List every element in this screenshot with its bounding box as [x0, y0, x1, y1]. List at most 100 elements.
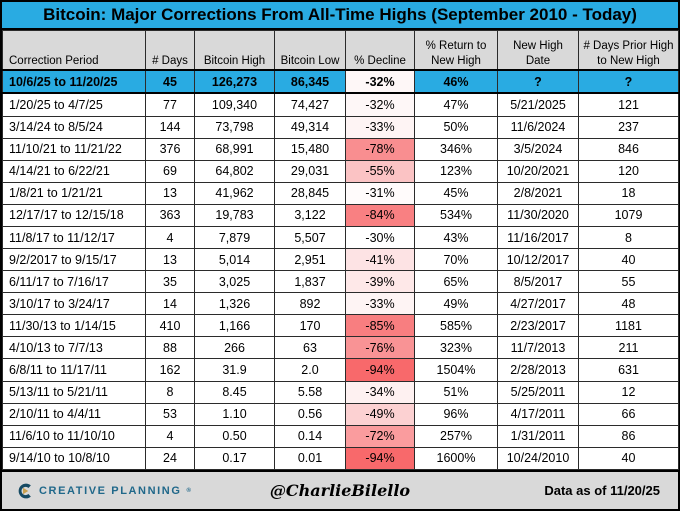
cell-bitcoin-high: 1,166	[194, 314, 275, 338]
cell-new-high-date: 8/5/2017	[497, 270, 579, 294]
table-header: Correction Period # Days Bitcoin High Bi…	[2, 30, 679, 71]
cell-new-high-date: 10/12/2017	[497, 248, 579, 272]
cell-pct-decline: -78%	[345, 137, 415, 161]
cell-bitcoin-high: 64,802	[194, 159, 275, 183]
cell-pct-return: 346%	[414, 137, 498, 161]
cell-correction-period: 11/6/10 to 11/10/10	[2, 424, 146, 448]
cell-new-high-date: ?	[497, 68, 579, 95]
cell-pct-return: 65%	[414, 270, 498, 294]
col-header-correction-period: Correction Period	[2, 30, 146, 71]
cell-num-days: 144	[145, 115, 195, 139]
table-row: 9/2/2017 to 9/15/17 13 5,014 2,951 -41% 70% 10…	[2, 248, 679, 272]
cell-new-high-date: 4/27/2017	[497, 292, 579, 316]
cell-pct-return: 323%	[414, 336, 498, 360]
cell-bitcoin-low: 170	[274, 314, 346, 338]
cell-correction-period: 1/20/25 to 4/7/25	[2, 92, 146, 117]
cell-pct-return: 70%	[414, 248, 498, 272]
cell-correction-period: 4/10/13 to 7/7/13	[2, 336, 146, 360]
cell-correction-period: 11/8/17 to 11/12/17	[2, 225, 146, 250]
cell-num-days: 13	[145, 181, 195, 205]
cell-pct-decline: -32%	[345, 68, 415, 95]
table-row: 1/8/21 to 1/21/21 13 41,962 28,845 -31% 45% 2/…	[2, 181, 679, 205]
table-row: 9/14/10 to 10/8/10 24 0.17 0.01 -94% 1600% 10/…	[2, 446, 679, 471]
cell-num-days: 69	[145, 159, 195, 183]
cell-pct-decline: -94%	[345, 446, 415, 471]
table-row: 10/6/25 to 11/20/25 45 126,273 86,345 -32% 46…	[2, 68, 679, 95]
cell-correction-period: 3/14/24 to 8/5/24	[2, 115, 146, 139]
cell-bitcoin-low: 29,031	[274, 159, 346, 183]
cell-correction-period: 11/30/13 to 1/14/15	[2, 314, 146, 338]
cell-pct-return: 257%	[414, 424, 498, 448]
cell-bitcoin-low: 2,951	[274, 248, 346, 272]
cell-correction-period: 1/8/21 to 1/21/21	[2, 181, 146, 205]
cell-num-days: 77	[145, 92, 195, 117]
cell-bitcoin-low: 63	[274, 336, 346, 360]
cell-num-days: 4	[145, 225, 195, 250]
cell-days-prior: 86	[578, 424, 679, 448]
cell-correction-period: 2/10/11 to 4/4/11	[2, 402, 146, 426]
cell-days-prior: 48	[578, 292, 679, 316]
cell-pct-return: 1504%	[414, 358, 498, 382]
cell-pct-return: 49%	[414, 292, 498, 316]
cell-pct-decline: -33%	[345, 115, 415, 139]
cell-days-prior: 8	[578, 225, 679, 250]
table-row: 3/10/17 to 3/24/17 14 1,326 892 -33% 49% 4/27/…	[2, 292, 679, 316]
table-row: 1/20/25 to 4/7/25 77 109,340 74,427 -32% 47% 5…	[2, 92, 679, 117]
cell-pct-decline: -34%	[345, 380, 415, 404]
cell-correction-period: 5/13/11 to 5/21/11	[2, 380, 146, 404]
cell-correction-period: 6/8/11 to 11/17/11	[2, 358, 146, 382]
cell-pct-return: 51%	[414, 380, 498, 404]
cell-num-days: 4	[145, 424, 195, 448]
cell-bitcoin-low: 0.01	[274, 446, 346, 471]
cell-bitcoin-high: 7,879	[194, 225, 275, 250]
cell-bitcoin-low: 15,480	[274, 137, 346, 161]
brand-trademark: ®	[186, 487, 191, 494]
table-row: 5/13/11 to 5/21/11 8 8.45 5.58 -34% 51% 5/25/2…	[2, 380, 679, 404]
cell-correction-period: 11/10/21 to 11/21/22	[2, 137, 146, 161]
cell-new-high-date: 5/25/2011	[497, 380, 579, 404]
table-row: 11/10/21 to 11/21/22 376 68,991 15,480 -78% 3…	[2, 137, 679, 161]
cell-bitcoin-high: 109,340	[194, 92, 275, 117]
col-header-pct-decline: % Decline	[345, 30, 415, 71]
cell-pct-return: 50%	[414, 115, 498, 139]
cell-bitcoin-high: 1,326	[194, 292, 275, 316]
cell-bitcoin-high: 126,273	[194, 68, 275, 95]
cell-bitcoin-low: 74,427	[274, 92, 346, 117]
cell-bitcoin-low: 49,314	[274, 115, 346, 139]
cell-pct-decline: -39%	[345, 270, 415, 294]
table-row: 4/14/21 to 6/22/21 69 64,802 29,031 -55% 123%…	[2, 159, 679, 183]
cell-new-high-date: 11/16/2017	[497, 225, 579, 250]
cell-pct-decline: -49%	[345, 402, 415, 426]
table-row: 2/10/11 to 4/4/11 53 1.10 0.56 -49% 96% 4/17/2…	[2, 402, 679, 426]
col-header-new-high-date: New High Date	[497, 30, 579, 71]
cell-bitcoin-high: 1.10	[194, 402, 275, 426]
cell-days-prior: 1181	[578, 314, 679, 338]
cell-num-days: 376	[145, 137, 195, 161]
corrections-table: Correction Period # Days Bitcoin High Bi…	[2, 30, 679, 471]
cell-pct-decline: -41%	[345, 248, 415, 272]
cell-new-high-date: 11/7/2013	[497, 336, 579, 360]
cell-bitcoin-high: 0.50	[194, 424, 275, 448]
cell-days-prior: 40	[578, 248, 679, 272]
col-header-bitcoin-low: Bitcoin Low	[274, 30, 346, 71]
cell-bitcoin-low: 892	[274, 292, 346, 316]
cell-days-prior: 55	[578, 270, 679, 294]
cell-num-days: 162	[145, 358, 195, 382]
cell-pct-return: 43%	[414, 225, 498, 250]
cell-pct-return: 585%	[414, 314, 498, 338]
cell-correction-period: 6/11/17 to 7/16/17	[2, 270, 146, 294]
col-header-bitcoin-high: Bitcoin High	[194, 30, 275, 71]
cell-pct-decline: -30%	[345, 225, 415, 250]
table-row: 11/8/17 to 11/12/17 4 7,879 5,507 -30% 43% 11/…	[2, 225, 679, 250]
cell-bitcoin-low: 5.58	[274, 380, 346, 404]
table-row: 12/17/17 to 12/15/18 363 19,783 3,122 -84% 53…	[2, 203, 679, 228]
cell-num-days: 14	[145, 292, 195, 316]
cell-new-high-date: 11/30/2020	[497, 203, 579, 228]
author-handle: @CharlieBilello	[269, 481, 411, 500]
cell-days-prior: ?	[578, 68, 679, 95]
cell-correction-period: 4/14/21 to 6/22/21	[2, 159, 146, 183]
col-header-days-prior: # Days Prior High to New High	[578, 30, 679, 71]
cell-new-high-date: 2/23/2017	[497, 314, 579, 338]
cell-bitcoin-high: 68,991	[194, 137, 275, 161]
